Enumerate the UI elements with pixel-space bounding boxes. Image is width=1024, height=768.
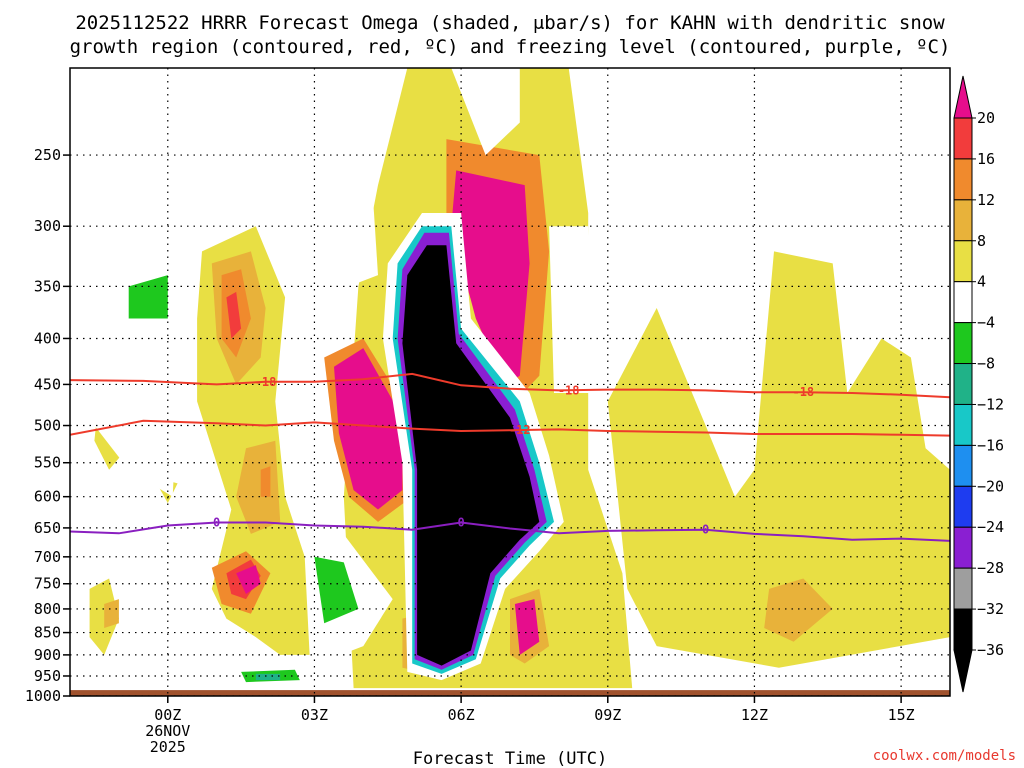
y-tick-label-250: 250 — [34, 146, 61, 164]
contour-label--18-0: -18 — [255, 375, 277, 389]
y-tick-label-400: 400 — [34, 329, 61, 347]
y-tick-label-500: 500 — [34, 417, 61, 435]
contour-line--18 — [70, 372, 950, 399]
colorbar-label-11: −28 — [977, 559, 1004, 577]
chart-title-line-2: growth region (contoured, red, ºC) and f… — [70, 36, 951, 58]
contour-label--12-0: -12 — [509, 423, 531, 437]
colorbar-label-6: −8 — [977, 355, 995, 373]
temperature-contours: -18 -18 -18 -12 0 0 0 — [70, 372, 950, 542]
colorbar-swatch-3 — [953, 199, 973, 242]
omega-region-37 — [402, 245, 540, 666]
y-tick-label-550: 550 — [34, 454, 61, 472]
y-tick-label-350: 350 — [34, 277, 61, 295]
y-tick-label-800: 800 — [34, 600, 61, 618]
y-axis-ticks: 250 300 350 400 450 500 550 600 650 700 750 800 850 9… — [25, 146, 70, 705]
omega-region-30 — [128, 275, 168, 319]
colorbar-label-7: −12 — [977, 395, 1004, 413]
omega-region-17 — [334, 348, 403, 510]
y-tick-label-300: 300 — [34, 217, 61, 235]
omega-region-7 — [236, 440, 281, 534]
colorbar-label-0: 20 — [977, 109, 995, 127]
omega-region-27 — [304, 122, 378, 287]
x-tick-sublabel-00Z-1: 2025 — [150, 738, 186, 756]
colorbar-swatch-7 — [953, 363, 973, 405]
omega-region-31 — [314, 556, 359, 624]
colorbar-swatch-12 — [953, 567, 973, 610]
omega-region-33 — [255, 673, 281, 681]
omega-region-29 — [451, 68, 520, 156]
y-tick-label-750: 750 — [34, 575, 61, 593]
contour-label-0-2: 0 — [702, 523, 709, 537]
colorbar-swatch-9 — [953, 444, 973, 487]
colorbar-swatch-2 — [953, 158, 973, 201]
colorbar-label-9: −20 — [977, 477, 1004, 495]
colorbar-swatch-13 — [953, 608, 973, 651]
contour-label--18-1: -18 — [558, 383, 580, 397]
y-tick-label-700: 700 — [34, 548, 61, 566]
contour-line--12 — [70, 419, 950, 437]
omega-shading — [89, 68, 950, 689]
y-tick-label-1000: 1000 — [25, 687, 61, 705]
y-tick-label-600: 600 — [34, 488, 61, 506]
colorbar-swatch-11 — [953, 526, 973, 569]
x-tick-label-06Z: 06Z — [448, 706, 475, 724]
colorbar-label-4: 4 — [977, 273, 986, 291]
colorbar-swatch-5 — [953, 281, 973, 324]
ground-band — [70, 690, 950, 696]
colorbar-top-arrow — [953, 75, 973, 119]
colorbar-bottom-arrow — [953, 649, 973, 693]
colorbar-swatch-6 — [953, 322, 973, 365]
omega-region-21 — [514, 599, 540, 655]
y-tick-label-650: 650 — [34, 519, 61, 537]
x-tick-sublabel-00Z-0: 26NOV — [145, 722, 190, 740]
omega-region-25 — [143, 545, 183, 647]
contour-label--18-2: -18 — [792, 385, 814, 399]
y-tick-label-900: 900 — [34, 646, 61, 664]
contour-line-0 — [70, 521, 950, 542]
colorbar-label-2: 12 — [977, 191, 995, 209]
colorbar-label-8: −16 — [977, 436, 1004, 454]
colorbar: 20 16 12 8 4 −4 −8 −12 −16 −20 −24 −28 −32 −36 — [953, 75, 1004, 693]
y-tick-label-450: 450 — [34, 375, 61, 393]
x-tick-label-00Z: 00Z — [154, 706, 181, 724]
plot-frame — [69, 67, 951, 697]
omega-region-19 — [451, 170, 530, 385]
x-axis-label: Forecast Time (UTC) — [413, 749, 607, 768]
omega-region-15 — [236, 565, 261, 594]
colorbar-label-3: 8 — [977, 232, 986, 250]
colorbar-swatch-10 — [953, 485, 973, 528]
contour-label-0-1: 0 — [457, 515, 464, 529]
omega-region-11 — [260, 466, 271, 497]
contour-label-0-0: 0 — [213, 515, 220, 529]
omega-region-13 — [226, 291, 242, 339]
omega-region-1 — [607, 251, 950, 668]
x-tick-label-15Z: 15Z — [888, 706, 915, 724]
x-tick-label-03Z: 03Z — [301, 706, 328, 724]
colorbar-swatch-1 — [953, 117, 973, 160]
colorbar-swatch-4 — [953, 240, 973, 283]
colorbar-label-5: −4 — [977, 314, 995, 332]
y-tick-label-850: 850 — [34, 624, 61, 642]
omega-region-8 — [764, 578, 833, 642]
colorbar-label-1: 16 — [977, 150, 995, 168]
colorbar-swatch-8 — [953, 403, 973, 446]
grid-lines — [70, 68, 950, 696]
x-tick-label-09Z: 09Z — [594, 706, 621, 724]
colorbar-label-12: −32 — [977, 600, 1004, 618]
y-tick-label-950: 950 — [34, 667, 61, 685]
chart-title-line-1: 2025112522 HRRR Forecast Omega (shaded, … — [75, 12, 945, 34]
omega-region-28 — [549, 226, 594, 393]
colorbar-label-10: −24 — [977, 518, 1004, 536]
credit-text: coolwx.com/models — [873, 748, 1016, 764]
x-tick-label-12Z: 12Z — [741, 706, 768, 724]
omega-region-9 — [104, 599, 119, 628]
colorbar-label-13: −36 — [977, 641, 1004, 659]
